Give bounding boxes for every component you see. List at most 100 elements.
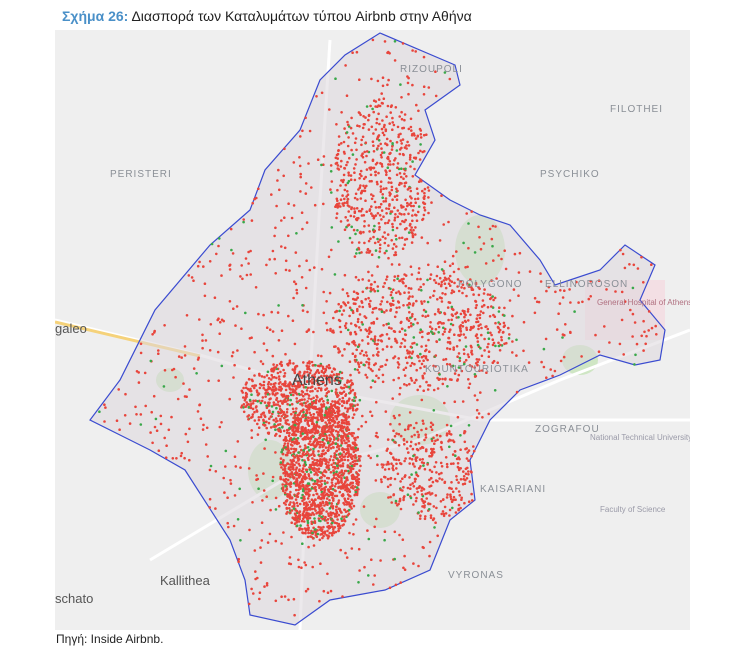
listing-dot — [422, 359, 425, 363]
listing-dot — [336, 202, 339, 206]
listing-dot — [330, 370, 334, 374]
listing-dot — [330, 248, 333, 252]
listing-dot — [267, 377, 271, 380]
listing-dot — [430, 454, 433, 458]
listing-dot — [321, 365, 325, 369]
listing-dot — [255, 391, 259, 394]
listing-dot — [473, 251, 477, 254]
listing-dot — [245, 273, 249, 277]
listing-dot — [298, 472, 302, 476]
listing-dot — [292, 507, 296, 510]
listing-dot — [633, 321, 637, 324]
listing-dot — [271, 330, 275, 333]
listing-dot — [640, 334, 643, 338]
listing-dot — [517, 271, 521, 274]
listing-dot — [631, 335, 634, 338]
listing-dot — [343, 458, 347, 462]
listing-dot — [374, 362, 378, 365]
listing-dot — [328, 366, 332, 370]
listing-dot — [475, 408, 479, 412]
listing-dot — [473, 366, 477, 369]
listing-dot — [416, 277, 419, 281]
listing-dot — [490, 237, 494, 241]
listing-dot — [355, 486, 359, 489]
listing-dot — [370, 288, 373, 292]
listing-dot — [162, 385, 166, 388]
listing-dot — [239, 539, 242, 542]
listing-dot — [324, 519, 328, 522]
listing-dot — [434, 94, 438, 98]
listing-dot — [345, 292, 349, 295]
listing-dot — [347, 174, 351, 177]
listing-dot — [367, 537, 371, 541]
listing-dot — [467, 386, 471, 390]
listing-dot — [324, 367, 328, 371]
listing-dot — [467, 378, 470, 381]
listing-dot — [406, 201, 409, 205]
listing-dot — [163, 324, 166, 327]
listing-dot — [415, 103, 418, 107]
listing-dot — [368, 230, 371, 233]
listing-dot — [348, 306, 352, 310]
listing-dot — [412, 454, 415, 458]
listing-dot — [347, 428, 351, 432]
listing-dot — [324, 470, 328, 474]
listing-dot — [325, 391, 329, 395]
listing-dot — [350, 507, 353, 510]
listing-dot — [466, 310, 470, 313]
listing-dot — [384, 169, 387, 172]
listing-dot — [389, 422, 392, 426]
listing-dot — [301, 425, 305, 429]
listing-dot — [269, 508, 272, 512]
listing-dot — [405, 384, 409, 387]
listing-dot — [234, 324, 237, 327]
listing-dot — [440, 296, 443, 300]
listing-dot — [335, 470, 338, 474]
listing-dot — [370, 558, 373, 561]
listing-dot — [360, 321, 364, 324]
listing-dot — [308, 406, 312, 409]
listing-dot — [418, 331, 422, 334]
listing-dot — [441, 382, 445, 386]
listing-dot — [330, 426, 333, 430]
listing-dot — [242, 410, 246, 414]
listing-dot — [317, 525, 321, 529]
listing-dot — [336, 410, 339, 413]
listing-dot — [336, 462, 340, 465]
listing-dot — [348, 314, 351, 318]
listing-dot — [391, 116, 394, 120]
listing-dot — [433, 465, 436, 469]
listing-dot — [360, 214, 364, 217]
listing-dot — [398, 497, 402, 501]
listing-dot — [343, 439, 346, 442]
listing-dot — [342, 386, 346, 390]
listing-dot — [331, 446, 335, 449]
listing-dot — [390, 239, 394, 242]
listing-dot — [413, 465, 416, 468]
listing-dot — [357, 547, 361, 551]
listing-dot — [294, 488, 298, 492]
listing-dot — [313, 507, 316, 511]
listing-dot — [415, 496, 418, 500]
listing-dot — [229, 227, 233, 231]
listing-dot — [299, 380, 303, 384]
listing-dot — [275, 204, 278, 208]
listing-dot — [464, 358, 468, 362]
listing-dot — [299, 190, 302, 193]
listing-dot — [374, 170, 377, 174]
listing-dot — [411, 482, 415, 485]
listing-dot — [491, 224, 495, 228]
listing-dot — [406, 204, 409, 208]
listing-dot — [427, 508, 431, 511]
listing-dot — [391, 296, 394, 300]
listing-dot — [503, 249, 507, 252]
listing-dot — [316, 158, 320, 161]
listing-dot — [344, 488, 347, 492]
listing-dot — [372, 99, 376, 102]
listing-dot — [377, 240, 380, 244]
listing-dot — [278, 405, 282, 408]
listing-dot — [343, 197, 346, 201]
listing-dot — [456, 278, 460, 281]
listing-dot — [103, 403, 106, 407]
listing-dot — [421, 330, 424, 334]
